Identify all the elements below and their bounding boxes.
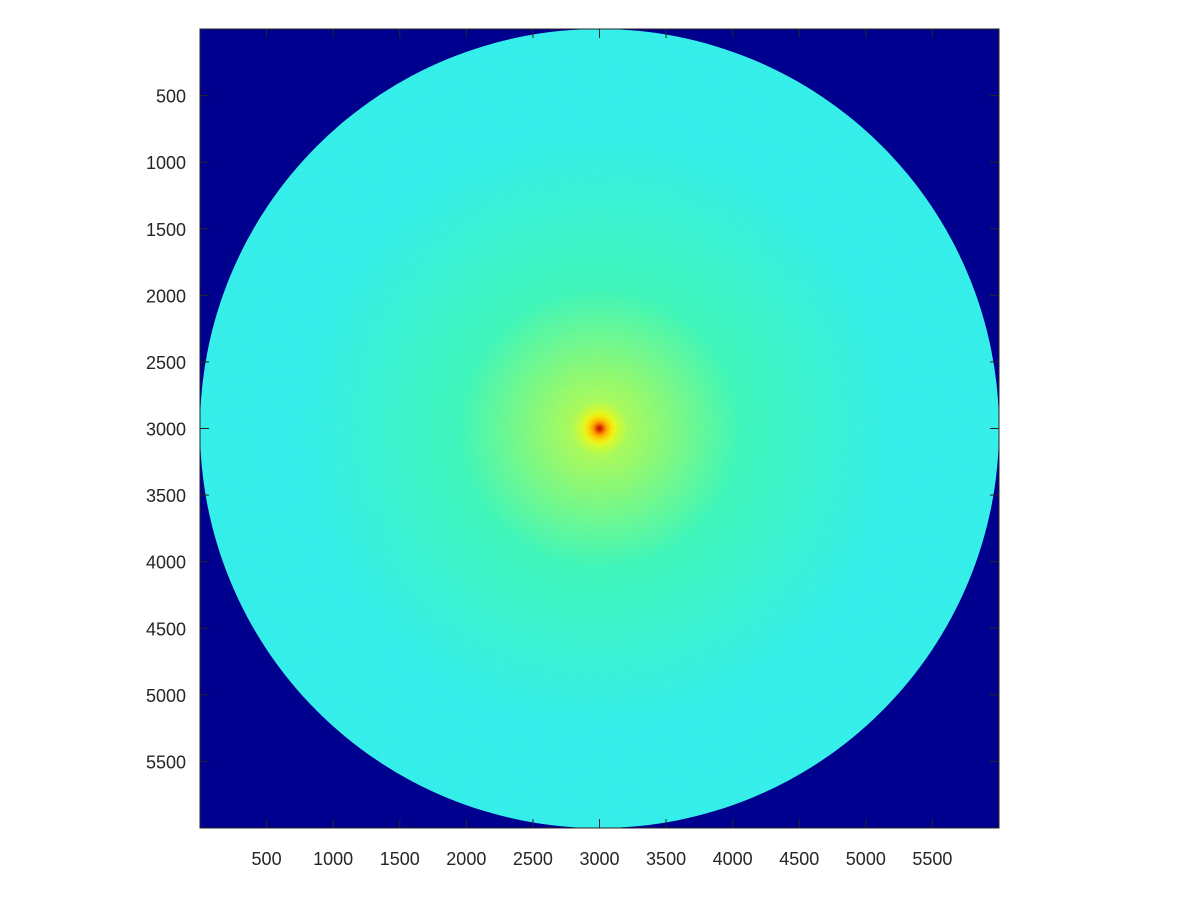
y-tick-label: 2500 [146,353,186,373]
y-tick-label: 2000 [146,286,186,306]
x-tick-label: 4000 [713,849,753,869]
x-tick-label: 4500 [779,849,819,869]
intensity-peak [581,410,618,447]
x-tick-label: 2500 [513,849,553,869]
x-tick-label: 3000 [579,849,619,869]
y-tick-label: 3000 [146,420,186,440]
y-tick-label: 5500 [146,752,186,772]
y-tick-label: 1500 [146,220,186,240]
y-tick-label: 5000 [146,686,186,706]
x-tick-label: 2000 [446,849,486,869]
x-tick-label: 1000 [313,849,353,869]
axis-ticks: 500 1000 1500 2000 2500 3000 3500 4000 4500 5000 5… [146,29,999,869]
x-tick-label: 1500 [380,849,420,869]
y-tick-label: 1000 [146,153,186,173]
x-tick-label: 3500 [646,849,686,869]
y-tick-label: 500 [156,87,186,107]
y-tick-label: 3500 [146,486,186,506]
x-tick-label: 5000 [846,849,886,869]
x-tick-label: 5500 [912,849,952,869]
x-tick-label: 500 [252,849,282,869]
y-tick-label: 4500 [146,619,186,639]
y-tick-label: 4000 [146,553,186,573]
